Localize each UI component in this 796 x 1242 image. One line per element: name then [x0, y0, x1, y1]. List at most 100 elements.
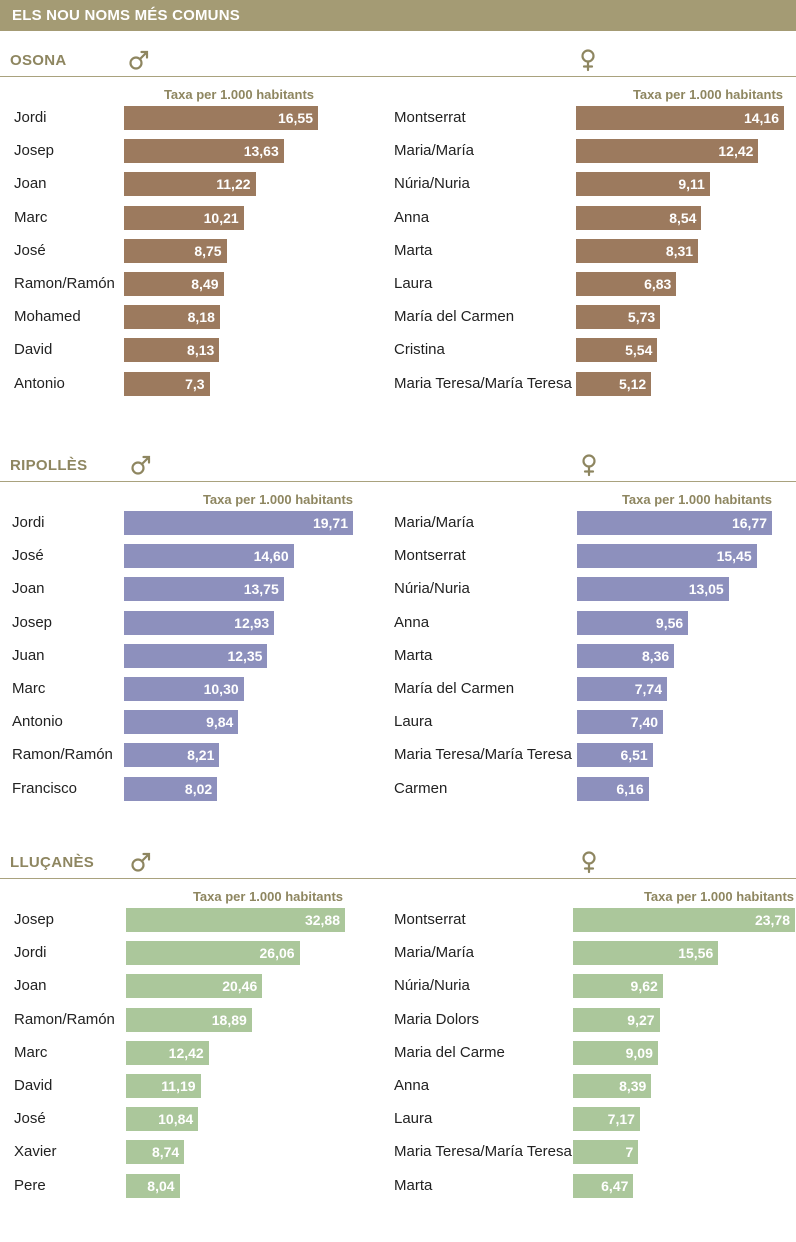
bar-value: 11,22	[124, 172, 256, 197]
bar-row: Anna 8,39	[0, 1074, 796, 1098]
category-label: Ramon/Ramón	[14, 1010, 115, 1028]
bar-row: David 8,13	[0, 338, 796, 363]
category-label: Maria Teresa/María Teresa	[394, 374, 572, 392]
bar-row: Maria Teresa/María Teresa 7	[0, 1140, 796, 1165]
region-divider	[0, 76, 796, 77]
bar-value: 20,46	[126, 974, 263, 999]
bar-value: 8,49	[124, 272, 224, 296]
axis-label-rate: Taxa per 1.000 habitants	[632, 87, 783, 102]
bar-value: 8,36	[577, 643, 675, 668]
category-label: Cristina	[394, 341, 445, 359]
category-label: Josep	[14, 142, 55, 160]
region-header: RIPOLLÈS	[0, 445, 796, 483]
category-label: Maria Teresa/María Teresa	[394, 1143, 572, 1161]
category-label: Maria/María	[394, 944, 475, 962]
bar-value: 8,18	[124, 305, 220, 330]
bar-value: 6,16	[577, 776, 649, 801]
bar-row: Josep 32,88	[0, 908, 796, 932]
bar-row: Maria Teresa/María Teresa 6,51	[0, 743, 796, 768]
bar-row: Joan 11,22	[0, 172, 796, 197]
bar-value: 7,74	[577, 677, 667, 701]
bar-row: Laura 6,83	[0, 272, 796, 296]
bar-row: Carmen 6,16	[0, 776, 796, 801]
bar-row: María del Carmen 5,73	[0, 305, 796, 330]
bar-value: 8,13	[124, 338, 220, 363]
category-label: Juan	[12, 646, 45, 664]
category-label: David	[14, 1077, 53, 1094]
bar-value: 12,93	[124, 610, 275, 635]
bar-row: José 8,75	[0, 238, 796, 263]
bar-row: Núria/Nuria 13,05	[0, 577, 796, 602]
bar-row: Marc 10,30	[0, 677, 796, 701]
axis-label-rate: Taxa per 1.000 habitants	[202, 492, 353, 507]
category-label: Ramon/Ramón	[14, 275, 115, 292]
bar-row: Marta 8,31	[0, 238, 796, 263]
bar-value: 6,51	[577, 743, 653, 768]
bar-value: 15,56	[573, 941, 719, 966]
category-label: Marta	[394, 241, 433, 259]
category-label: Montserrat	[394, 911, 466, 928]
bar-row: Laura 7,40	[0, 710, 796, 735]
bar-value: 7	[573, 1140, 639, 1165]
bar-value: 9,84	[124, 710, 239, 735]
category-label: Josep	[14, 911, 55, 928]
bar-row: Xavier 8,74	[0, 1140, 796, 1165]
bar-value: 6,83	[576, 272, 677, 296]
bar-value: 5,73	[576, 305, 661, 330]
bar-value: 9,27	[573, 1007, 660, 1032]
category-label: Ramon/Ramón	[12, 746, 113, 764]
bar-value: 8,04	[126, 1173, 180, 1198]
bar-row: José 10,84	[0, 1107, 796, 1132]
category-label: Maria del Carme	[394, 1043, 505, 1061]
bar-value: 8,54	[576, 205, 702, 230]
bar-value: 6,47	[573, 1173, 634, 1198]
bar-row: Josep 13,63	[0, 139, 796, 164]
category-label: Maria/María	[394, 514, 475, 531]
bar-value: 7,3	[124, 371, 210, 396]
bar-row: Pere 8,04	[0, 1173, 796, 1198]
female-symbol-icon	[582, 454, 596, 477]
region-header: OSONA	[0, 40, 796, 78]
bar-value: 13,05	[577, 577, 729, 602]
axis-label-rate: Taxa per 1.000 habitants	[621, 492, 772, 507]
bar-value: 8,21	[124, 743, 220, 768]
bar-value: 16,55	[124, 106, 318, 130]
bar-row: Maria del Carme 9,09	[0, 1040, 796, 1065]
category-label: Laura	[394, 1110, 433, 1128]
bar-row: Antonio 9,84	[0, 710, 796, 735]
bar-row: Maria/María 15,56	[0, 941, 796, 966]
bar-row: Ramon/Ramón 8,21	[0, 743, 796, 768]
category-label: Anna	[394, 208, 430, 226]
female-symbol-icon	[582, 851, 596, 874]
bar-value: 9,62	[573, 974, 663, 999]
category-label: Núria/Nuria	[394, 175, 470, 193]
bar-row: Francisco 8,02	[0, 776, 796, 801]
category-label: Anna	[394, 1077, 430, 1094]
bar-value: 8,39	[573, 1074, 652, 1098]
category-label: Núria/Nuria	[394, 977, 470, 995]
region-divider	[0, 878, 796, 879]
category-label: Marta	[394, 646, 433, 664]
bar-value: 7,17	[573, 1107, 640, 1132]
category-label: Jordi	[12, 514, 45, 531]
bar-row: Marc 10,21	[0, 205, 796, 230]
male-symbol-icon	[129, 50, 149, 70]
category-label: Maria Dolors	[394, 1010, 480, 1028]
bar-row: Maria/María 12,42	[0, 139, 796, 164]
bar-value: 11,19	[126, 1074, 201, 1098]
female-symbol-icon	[581, 49, 595, 72]
bar-value: 8,02	[124, 776, 218, 801]
region-name: OSONA	[10, 52, 67, 69]
category-label: Montserrat	[394, 547, 466, 565]
bar-value: 9,56	[577, 610, 689, 635]
category-label: Marc	[14, 1043, 48, 1061]
region-name: RIPOLLÈS	[10, 457, 88, 474]
bar-value: 10,30	[124, 677, 244, 701]
bar-value: 32,88	[126, 908, 345, 932]
bar-row: Anna 8,54	[0, 205, 796, 230]
category-label: Joan	[14, 977, 47, 995]
category-label: Jordi	[14, 109, 47, 126]
bar-value: 12,35	[124, 643, 268, 668]
bar-row: Laura 7,17	[0, 1107, 796, 1132]
category-label: Josep	[12, 613, 53, 631]
